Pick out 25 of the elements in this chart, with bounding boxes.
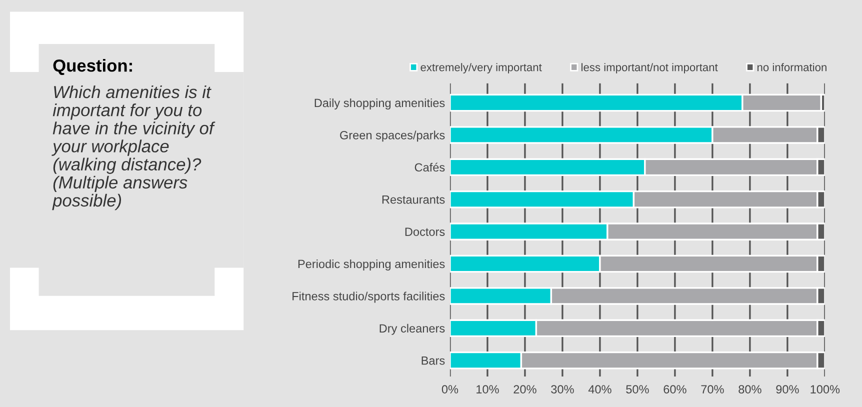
text: Which amenities is it important for you to have in the vicinity of your workplace (walking distance)? (Multiple answers possible): [52, 85, 216, 210]
legend-label: less important/not important: [582, 63, 718, 74]
legend-label: extremely/very important: [420, 63, 542, 74]
y-tick-label: Restaurants: [382, 196, 445, 204]
x-tick-label: 70%: [701, 385, 724, 394]
text: Question:: [53, 59, 132, 76]
x-tick-label: 90%: [776, 385, 799, 394]
y-tick-label: Fitness studio/sports facilities: [292, 292, 445, 303]
x-tick-label: 10%: [476, 385, 499, 394]
y-tick-label: Dry cleaners: [380, 324, 445, 335]
x-tick-label: 40%: [588, 385, 612, 394]
x-tick-label: 50%: [626, 385, 649, 394]
x-tick-label: 80%: [738, 385, 762, 394]
x-tick-label: 0%: [442, 385, 458, 394]
y-tick-label: Periodic shopping amenities: [298, 259, 445, 270]
y-tick-label: Cafés: [414, 162, 445, 172]
x-tick-label: 20%: [514, 385, 536, 394]
y-tick-label: Bars: [422, 356, 445, 365]
y-tick-label: Doctors: [405, 228, 445, 236]
y-tick-label: Green spaces/parks: [340, 130, 445, 142]
legend-label: no information: [757, 63, 826, 72]
x-tick-label: 60%: [664, 385, 686, 394]
x-tick-label: 30%: [551, 385, 574, 394]
y-tick-label: Daily shopping amenities: [314, 98, 445, 110]
x-tick-label: 100%: [810, 385, 840, 394]
